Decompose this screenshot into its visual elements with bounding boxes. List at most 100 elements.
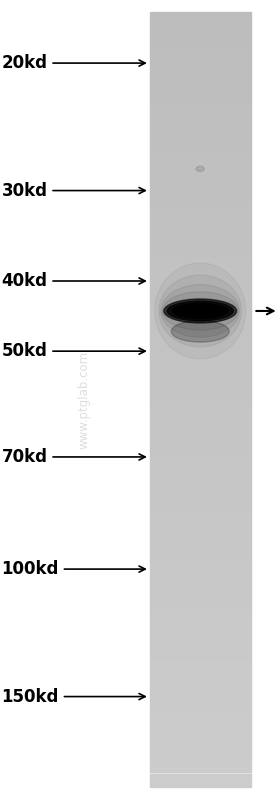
Bar — [150, 456, 251, 459]
Bar — [150, 418, 251, 420]
Ellipse shape — [167, 301, 233, 321]
Bar — [150, 627, 251, 630]
Bar — [150, 213, 251, 216]
Bar — [150, 691, 251, 694]
Bar — [150, 337, 251, 340]
Bar — [150, 340, 251, 343]
Bar — [150, 46, 251, 48]
Bar — [150, 283, 251, 286]
Bar — [150, 20, 251, 22]
Bar — [150, 415, 251, 418]
Ellipse shape — [196, 166, 204, 172]
Ellipse shape — [171, 320, 229, 342]
Bar — [150, 720, 251, 722]
Bar — [150, 133, 251, 136]
Bar — [150, 420, 251, 423]
Bar — [150, 368, 251, 371]
Bar — [150, 224, 251, 226]
Bar — [150, 705, 251, 707]
Bar — [150, 785, 251, 787]
Bar — [150, 389, 251, 392]
Bar — [150, 157, 251, 159]
Text: 70kd: 70kd — [1, 448, 145, 466]
Bar — [150, 190, 251, 193]
Bar — [150, 655, 251, 658]
Bar — [150, 14, 251, 17]
Bar — [150, 198, 251, 201]
Bar — [150, 121, 251, 123]
Bar — [150, 35, 251, 38]
Bar — [150, 162, 251, 165]
Bar — [150, 531, 251, 534]
Bar — [150, 345, 251, 348]
Bar — [150, 307, 251, 309]
Bar — [150, 684, 251, 686]
Bar — [150, 725, 251, 728]
Bar — [150, 404, 251, 407]
Bar — [150, 226, 251, 229]
Bar — [150, 617, 251, 619]
Bar — [150, 472, 251, 475]
Bar — [150, 268, 251, 270]
Bar — [150, 580, 251, 583]
Bar — [150, 735, 251, 738]
Bar — [150, 242, 251, 244]
Bar — [150, 547, 251, 550]
Bar — [150, 728, 251, 730]
Bar — [150, 201, 251, 203]
Bar — [150, 529, 251, 531]
Bar — [150, 397, 251, 400]
Bar — [150, 769, 251, 772]
Bar — [150, 712, 251, 714]
Bar — [150, 467, 251, 469]
Ellipse shape — [164, 299, 237, 323]
Bar — [150, 619, 251, 622]
Bar — [150, 105, 251, 108]
Bar — [150, 185, 251, 188]
Bar — [150, 694, 251, 697]
Bar — [150, 71, 251, 74]
Bar — [150, 100, 251, 102]
Bar — [150, 676, 251, 678]
Bar — [150, 113, 251, 115]
Bar — [150, 710, 251, 712]
Bar — [150, 668, 251, 671]
Bar — [150, 748, 251, 751]
Bar — [150, 30, 251, 33]
Bar — [150, 702, 251, 705]
Bar — [150, 503, 251, 506]
Bar — [150, 17, 251, 20]
Bar — [150, 758, 251, 761]
Bar — [150, 312, 251, 314]
Bar — [150, 188, 251, 190]
Bar — [150, 118, 251, 121]
Bar — [150, 351, 251, 353]
Bar — [150, 632, 251, 634]
Bar — [150, 544, 251, 547]
Bar — [150, 469, 251, 472]
Bar — [150, 22, 251, 25]
Bar — [150, 697, 251, 699]
Bar — [150, 270, 251, 273]
Bar — [150, 149, 251, 152]
Bar — [150, 410, 251, 412]
Bar — [150, 216, 251, 219]
Bar — [150, 56, 251, 58]
Bar — [150, 647, 251, 650]
Bar — [150, 630, 251, 632]
Bar — [150, 144, 251, 146]
Bar — [150, 309, 251, 312]
Bar — [150, 738, 251, 741]
Bar — [150, 172, 251, 175]
Bar — [150, 255, 251, 257]
Bar — [150, 209, 251, 211]
Bar — [150, 454, 251, 456]
Bar — [150, 462, 251, 464]
Bar — [150, 686, 251, 689]
Bar — [150, 741, 251, 743]
Bar — [150, 371, 251, 374]
Bar — [150, 244, 251, 247]
Bar — [150, 485, 251, 487]
Bar — [150, 89, 251, 92]
Bar — [150, 730, 251, 733]
